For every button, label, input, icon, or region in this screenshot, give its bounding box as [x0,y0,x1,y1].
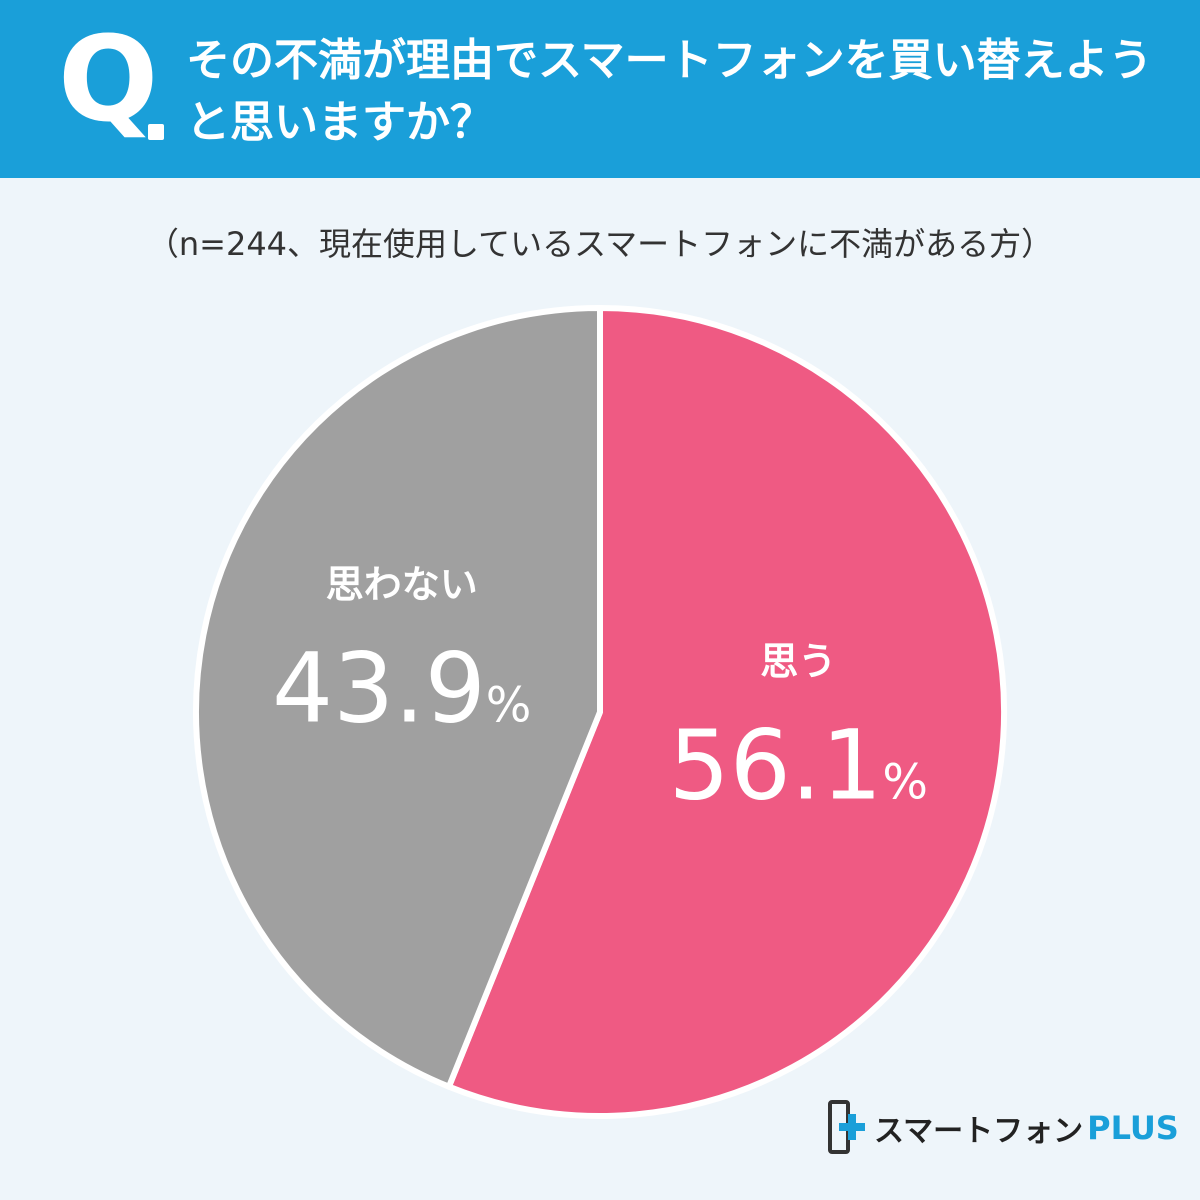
question-header: Q その不満が理由でスマートフォンを買い替えようと思いますか？ [0,0,1200,178]
sample-note: （n=244、現在使用しているスマートフォンに不満がある方） [146,225,1054,263]
phone-plus-icon [828,1100,865,1156]
q-mark: Q [58,10,159,148]
slice-unit-2: % [486,678,532,734]
pie-slice-2 [193,305,603,1090]
brand-logo: スマートフォン PLUS [828,1100,1179,1156]
slice-unit-1: % [882,754,928,810]
q-dot-decoration [148,124,164,140]
slice-label-2: 思わない [326,563,478,607]
logo-name: スマートフォン [874,1114,1084,1149]
pie-slice-1 [445,305,1007,1119]
question-title: その不満が理由でスマートフォンを買い替えようと思いますか？ [186,35,1153,148]
logo-suffix: PLUS [1087,1109,1179,1147]
slice-label-1: 思う [760,639,836,683]
